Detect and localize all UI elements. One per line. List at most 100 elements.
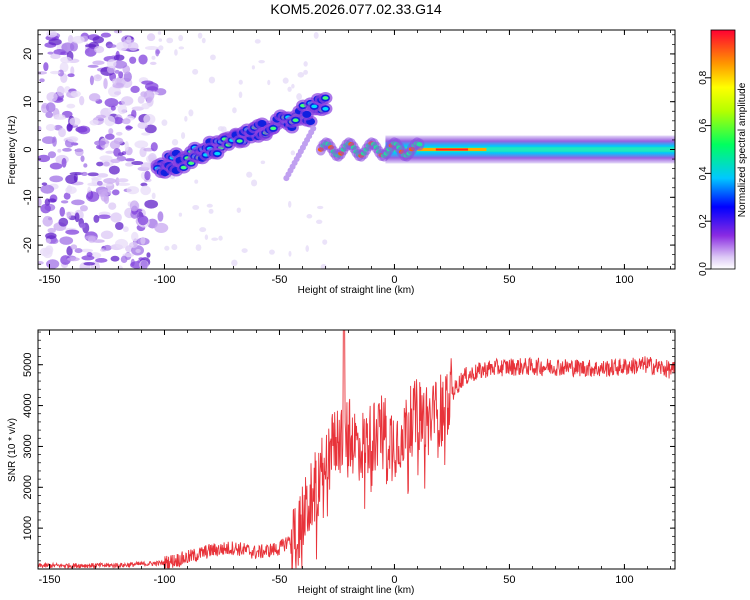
noise-blob [140, 236, 146, 245]
noise-blob [149, 61, 157, 66]
noise-blob [140, 259, 148, 269]
colorbar: 0.0 0.2 0.4 0.6 0.8 Normalized spectral ampl… [698, 29, 748, 276]
faint-dot [157, 31, 162, 35]
noise-blob [95, 258, 108, 263]
noise-blob [45, 232, 57, 240]
noise-blob [88, 93, 101, 102]
noise-blob [126, 186, 140, 195]
noise-blob [97, 214, 111, 219]
faint-dot [166, 37, 174, 44]
noise-blob [129, 56, 137, 64]
noise-blob [121, 118, 131, 125]
faint-dot [231, 259, 238, 267]
noise-blob [122, 226, 129, 233]
snr-ytick-label: 2000 [22, 475, 34, 499]
noise-blob [113, 137, 124, 145]
noise-blob [110, 255, 120, 262]
faint-dot [236, 207, 242, 213]
noise-blob [70, 66, 75, 76]
noise-blob [114, 69, 120, 74]
noise-blob [49, 162, 63, 170]
noise-blob [67, 35, 74, 44]
faint-dot [254, 39, 261, 44]
colorbar-tick-label: 0.8 [698, 70, 709, 84]
faint-dot [291, 83, 295, 89]
faint-dot [208, 76, 216, 84]
noise-blob [116, 182, 131, 186]
noise-blob [62, 147, 72, 152]
noise-blob [108, 202, 117, 210]
faint-dot [251, 179, 258, 187]
faint-dot [210, 54, 216, 61]
faint-dot [246, 171, 253, 178]
colorbar-gradient [711, 30, 735, 269]
noise-blob [57, 69, 64, 77]
noise-blob [108, 128, 114, 135]
faint-dot [315, 219, 323, 224]
noise-blob [41, 182, 48, 186]
noise-blob [89, 119, 99, 126]
noise-blob [105, 133, 115, 140]
noise-blob [45, 238, 52, 244]
tail-peak [435, 148, 469, 151]
faint-dot [306, 214, 313, 219]
noise-blob [104, 115, 116, 127]
colorbar-tick-label: 0.6 [698, 118, 709, 132]
noise-blob [110, 212, 122, 223]
noise-blob [138, 257, 144, 261]
faint-dot [322, 239, 328, 245]
noise-blob [112, 117, 124, 125]
noise-blob [125, 158, 135, 162]
noise-blob [94, 45, 105, 54]
noise-blob [150, 142, 158, 152]
noise-blob [117, 104, 128, 115]
faint-dot [206, 203, 213, 208]
noise-blob [113, 147, 121, 157]
ridge-peak [236, 139, 243, 143]
faint-dot [269, 249, 275, 255]
faint-dot [220, 126, 227, 133]
ridge-peak [214, 151, 221, 156]
faint-dot [192, 68, 199, 75]
noise-blob [89, 75, 94, 86]
noise-blob [42, 215, 53, 227]
snr-series [38, 330, 675, 569]
noise-blob [79, 205, 88, 212]
noise-blob [105, 150, 114, 154]
noise-blob [92, 239, 105, 243]
noise-blob [49, 70, 61, 75]
noise-blob [46, 259, 60, 269]
ridge-peak [270, 126, 277, 131]
spectrogram-xtick-label: 100 [615, 274, 633, 286]
faint-dot [171, 244, 178, 251]
noise-blob [47, 198, 57, 203]
ridge-peak [180, 165, 187, 170]
noise-blob [67, 73, 75, 78]
noise-blob [144, 124, 157, 134]
ridge-core [302, 110, 312, 118]
noise-blob [129, 200, 139, 212]
noise-blob [117, 265, 123, 269]
noise-blob [50, 238, 59, 244]
noise-blob [135, 248, 141, 253]
noise-blob [103, 178, 117, 184]
noise-blob [38, 261, 44, 265]
noise-blob [140, 162, 153, 169]
faint-dot [195, 244, 202, 251]
noise-blob [84, 47, 97, 57]
faint-dot [151, 55, 156, 60]
noise-blob [66, 246, 73, 256]
faint-dot [288, 250, 292, 257]
noise-blob [48, 38, 62, 46]
faint-dot [303, 61, 308, 67]
spectrogram-ylabel: Frequency (Hz) [7, 116, 18, 185]
noise-blob [74, 212, 80, 223]
noise-blob [66, 103, 76, 109]
noise-blob [40, 203, 51, 214]
snr-ytick-label: 1000 [22, 516, 34, 540]
faint-dot [218, 235, 223, 241]
faint-dot [178, 34, 184, 42]
noise-blob [131, 106, 144, 111]
colorbar-label: Normalized spectral amplitude [737, 82, 748, 217]
